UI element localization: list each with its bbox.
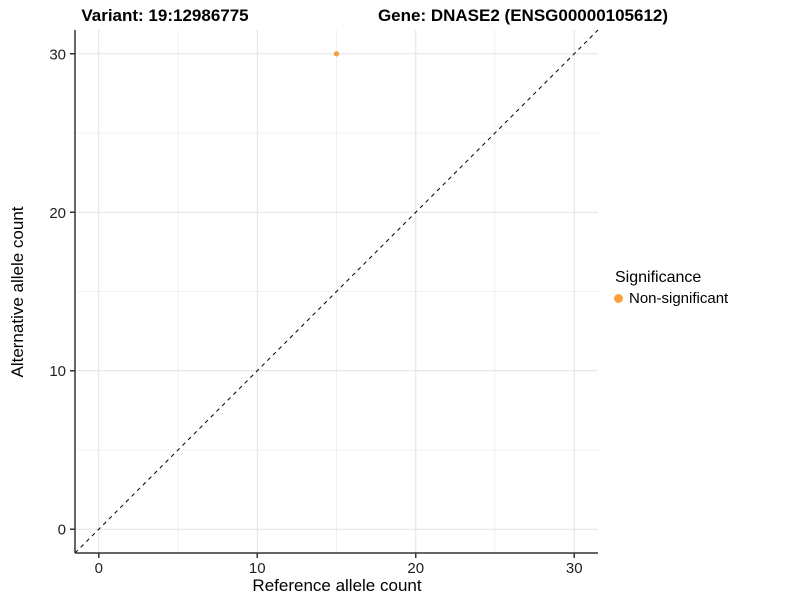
variant-title: Variant: 19:12986775 bbox=[81, 6, 249, 25]
gene-title: Gene: DNASE2 (ENSG00000105612) bbox=[377, 6, 669, 25]
svg-text:20: 20 bbox=[49, 205, 66, 222]
x-axis-title: Reference allele count bbox=[252, 576, 422, 595]
legend-dot-icon bbox=[614, 294, 623, 303]
svg-text:0: 0 bbox=[58, 522, 66, 539]
svg-text:10: 10 bbox=[249, 560, 266, 577]
svg-text:10: 10 bbox=[49, 363, 66, 380]
svg-text:30: 30 bbox=[49, 46, 66, 63]
legend-item-label: Non-significant bbox=[629, 290, 729, 307]
svg-text:20: 20 bbox=[407, 560, 424, 577]
legend-title: Significance bbox=[615, 269, 702, 286]
y-axis-title: Alternative allele count bbox=[8, 206, 27, 378]
svg-text:30: 30 bbox=[566, 560, 583, 577]
legend: Significance Non-significant bbox=[613, 269, 728, 307]
data-point bbox=[333, 51, 340, 57]
svg-text:0: 0 bbox=[95, 560, 103, 577]
legend-item: Non-significant bbox=[613, 290, 728, 307]
